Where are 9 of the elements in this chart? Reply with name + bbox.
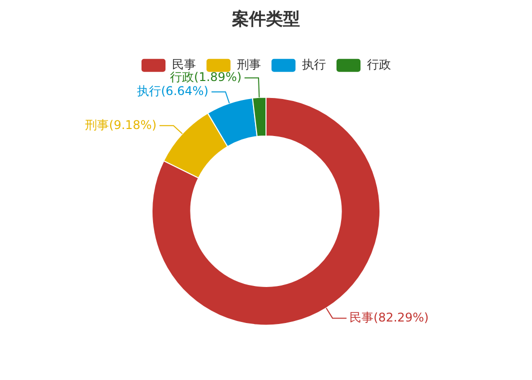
legend-label: 刑事 <box>237 58 261 72</box>
data-label: 执行(6.64%) <box>137 84 208 98</box>
data-label: 民事(82.29%) <box>350 310 429 324</box>
legend-label: 民事 <box>172 58 196 72</box>
chart-title: 案件类型 <box>231 8 300 30</box>
legend-label: 行政 <box>367 58 391 72</box>
data-label: 行政(1.89%) <box>170 70 242 84</box>
data-label: 刑事(9.18%) <box>85 118 156 132</box>
legend-label: 执行 <box>302 58 326 72</box>
